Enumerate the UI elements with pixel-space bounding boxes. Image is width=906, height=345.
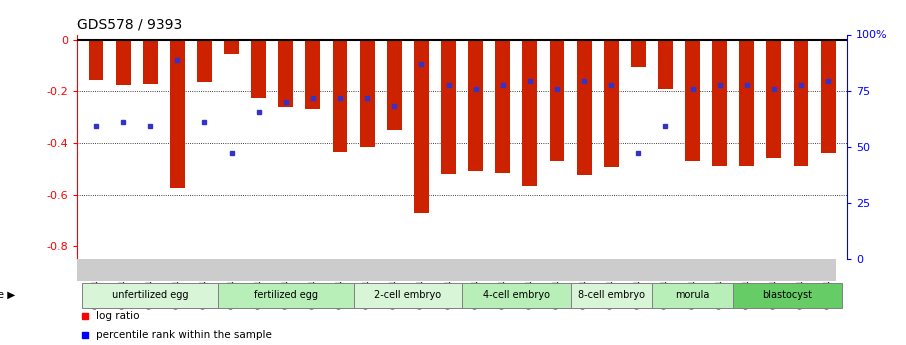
Bar: [305, 40, 321, 109]
Bar: [821, 40, 835, 153]
Bar: [197, 40, 212, 82]
Text: GDS578 / 9393: GDS578 / 9393: [77, 18, 182, 32]
Bar: [712, 40, 728, 166]
FancyBboxPatch shape: [652, 283, 733, 308]
Bar: [658, 40, 673, 89]
Bar: [603, 40, 619, 167]
FancyBboxPatch shape: [733, 283, 842, 308]
Bar: [170, 40, 185, 188]
FancyBboxPatch shape: [82, 283, 218, 308]
Bar: [278, 40, 294, 107]
Text: 2-cell embryo: 2-cell embryo: [374, 290, 441, 300]
Bar: [766, 40, 781, 158]
Bar: [441, 40, 456, 174]
Bar: [794, 40, 808, 166]
Bar: [333, 40, 348, 152]
Bar: [143, 40, 158, 83]
FancyBboxPatch shape: [353, 283, 462, 308]
Bar: [739, 40, 754, 166]
Text: development stage ▶: development stage ▶: [0, 290, 15, 300]
Text: log ratio: log ratio: [96, 311, 140, 321]
Bar: [496, 40, 510, 173]
Bar: [89, 40, 103, 80]
FancyBboxPatch shape: [77, 259, 836, 281]
Bar: [414, 40, 429, 213]
Bar: [387, 40, 401, 130]
Bar: [360, 40, 374, 147]
FancyBboxPatch shape: [218, 283, 353, 308]
Text: fertilized egg: fertilized egg: [254, 290, 318, 300]
Text: morula: morula: [675, 290, 709, 300]
Bar: [523, 40, 537, 186]
Text: 4-cell embryo: 4-cell embryo: [483, 290, 550, 300]
Bar: [224, 40, 239, 54]
Bar: [468, 40, 483, 171]
Text: 8-cell embryo: 8-cell embryo: [578, 290, 645, 300]
Text: unfertilized egg: unfertilized egg: [112, 290, 188, 300]
Bar: [550, 40, 564, 161]
Text: blastocyst: blastocyst: [763, 290, 813, 300]
Bar: [251, 40, 266, 98]
Bar: [116, 40, 130, 85]
Bar: [631, 40, 646, 67]
Text: percentile rank within the sample: percentile rank within the sample: [96, 330, 272, 340]
FancyBboxPatch shape: [571, 283, 652, 308]
Bar: [685, 40, 700, 161]
FancyBboxPatch shape: [462, 283, 571, 308]
Bar: [576, 40, 592, 175]
